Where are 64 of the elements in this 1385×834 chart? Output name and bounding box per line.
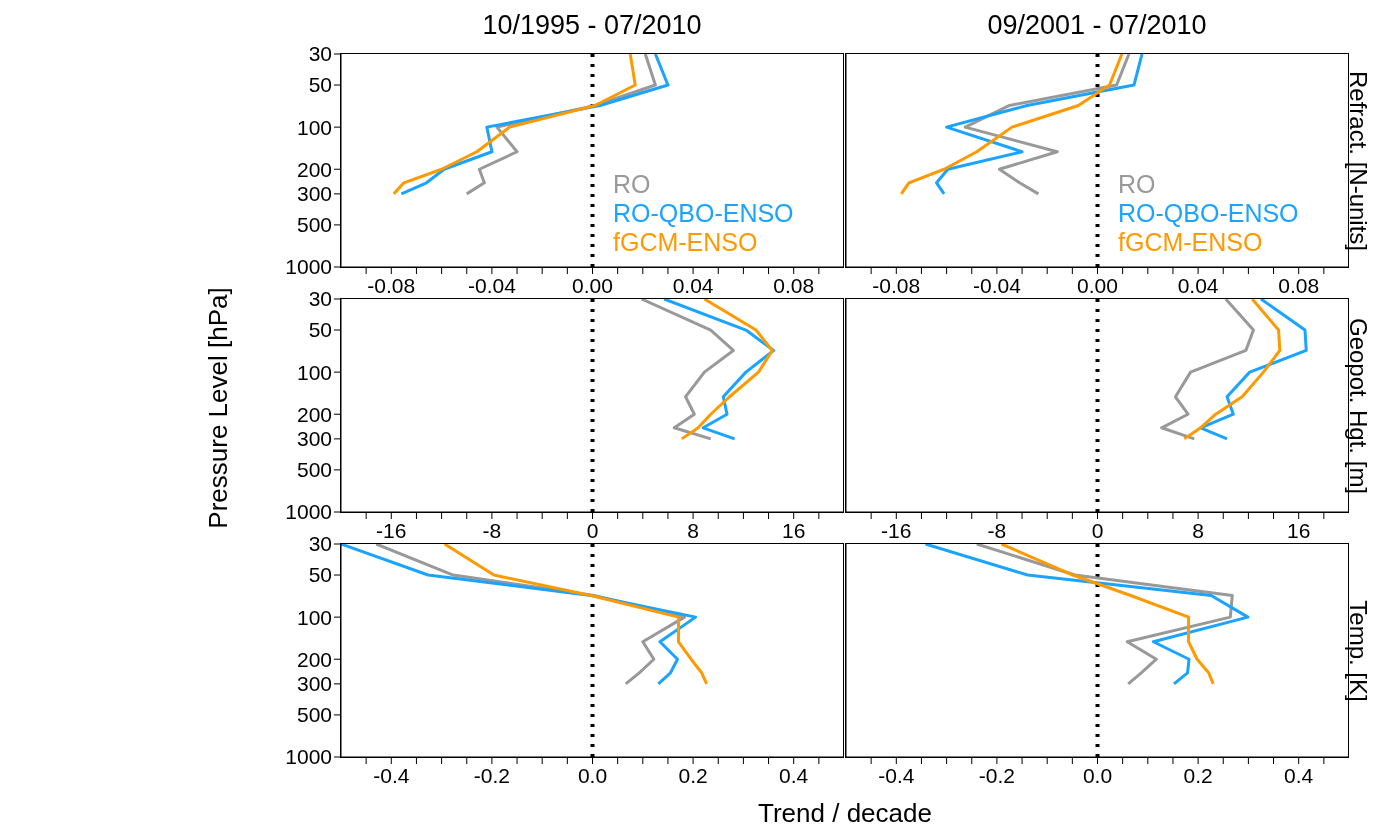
x-tick-label: 0.08 xyxy=(773,273,815,297)
x-tick-label: 16 xyxy=(1287,518,1311,542)
y-tick-label: 30 xyxy=(308,42,332,66)
text: RO-QBO-ENSO xyxy=(1118,199,1299,228)
text: fGCM-ENSO xyxy=(613,228,759,257)
x-axis-title: Trend / decade xyxy=(757,798,933,829)
x-tick-label: 0.0 xyxy=(577,763,608,787)
chart-title: 10/1995 - 07/2010 xyxy=(481,10,703,41)
x-tick-label: 0.4 xyxy=(779,763,809,787)
text: RO-QBO-ENSO xyxy=(613,199,794,228)
y-tick-label: 200 xyxy=(296,157,332,181)
y-tick-label: 500 xyxy=(296,458,332,482)
x-tick-label: 0.00 xyxy=(572,273,613,297)
x-tick-label: 8 xyxy=(687,518,699,542)
y-tick-label: 50 xyxy=(308,563,332,587)
x-tick-label: 0.08 xyxy=(1278,273,1320,297)
x-tick-label: -0.08 xyxy=(872,273,921,297)
x-tick-label: -0.4 xyxy=(373,763,410,787)
x-tick-label: -0.4 xyxy=(878,763,915,787)
x-tick-label: 0.2 xyxy=(678,763,708,787)
y-tick-label: 1000 xyxy=(285,500,332,524)
y-tick-label: 100 xyxy=(296,605,332,629)
y-tick-label: 300 xyxy=(296,672,332,696)
chart-title: 09/2001 - 07/2010 xyxy=(986,10,1208,41)
x-tick-label: 0.0 xyxy=(1082,763,1113,787)
x-tick-label: -0.04 xyxy=(972,273,1022,297)
y-tick-label: 50 xyxy=(308,73,332,97)
y-tick-label: 100 xyxy=(296,115,332,139)
x-tick-label: -0.2 xyxy=(978,763,1015,787)
x-tick-label: -0.04 xyxy=(467,273,517,297)
y-tick-label: 30 xyxy=(308,532,332,556)
y-tick-label: 500 xyxy=(296,213,332,237)
y2-axis-title: Geopot. Hgt. [m] xyxy=(1344,317,1372,494)
text: RO xyxy=(1118,170,1157,199)
y-tick-label: 100 xyxy=(296,360,332,384)
x-tick-label: -16 xyxy=(376,518,407,542)
y2-axis-title: Temp. [K] xyxy=(1344,599,1372,702)
y-tick-label: 500 xyxy=(296,703,332,727)
x-tick-label: 0 xyxy=(1091,518,1104,542)
x-tick-label: -8 xyxy=(987,518,1007,542)
x-tick-label: 0.2 xyxy=(1183,763,1213,787)
x-tick-label: -16 xyxy=(881,518,912,542)
x-tick-label: 0.00 xyxy=(1077,273,1118,297)
x-tick-label: -0.2 xyxy=(473,763,510,787)
y-tick-label: 1000 xyxy=(285,255,332,279)
x-tick-label: 0.04 xyxy=(672,273,714,297)
x-tick-label: 0.4 xyxy=(1284,763,1314,787)
text: fGCM-ENSO xyxy=(1118,228,1264,257)
x-tick-label: -8 xyxy=(482,518,502,542)
x-tick-label: 16 xyxy=(782,518,806,542)
y-tick-label: 1000 xyxy=(285,745,332,769)
x-tick-label: 0.04 xyxy=(1177,273,1219,297)
x-tick-label: 0 xyxy=(586,518,599,542)
y-tick-label: 30 xyxy=(308,287,332,311)
y-axis-title: Pressure Level [hPa] xyxy=(202,287,234,529)
y-tick-label: 300 xyxy=(296,427,332,451)
y-tick-label: 50 xyxy=(308,318,332,342)
x-tick-label: 8 xyxy=(1192,518,1204,542)
y2-axis-title: Refract. [N-units] xyxy=(1344,70,1372,251)
x-tick-label: -0.08 xyxy=(367,273,416,297)
y-tick-label: 200 xyxy=(296,402,332,426)
y-tick-label: 200 xyxy=(296,647,332,671)
text: RO xyxy=(613,170,652,199)
y-tick-label: 300 xyxy=(296,182,332,206)
